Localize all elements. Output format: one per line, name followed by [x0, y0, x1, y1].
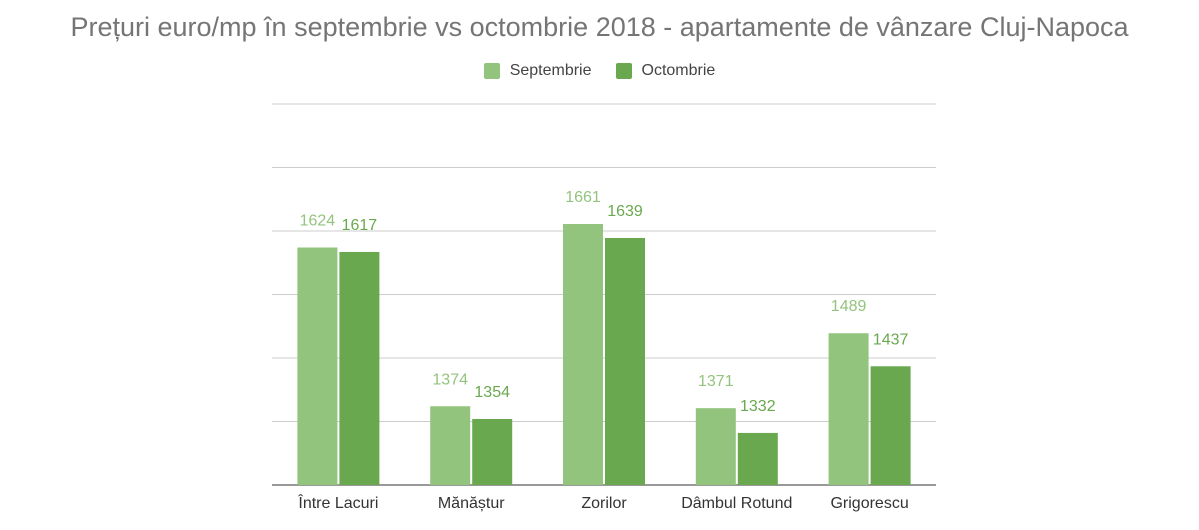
bar-septembrie-2 [563, 224, 603, 485]
bar-octombrie-1 [472, 418, 513, 485]
bar-octombrie-3 [737, 432, 778, 485]
chart-legend: Septembrie Octombrie [0, 62, 1199, 80]
chart-title: Prețuri euro/mp în septembrie vs octombr… [70, 12, 1129, 42]
legend-swatch-septembrie [483, 63, 500, 79]
data-label: 1371 [698, 373, 734, 390]
legend-label-septembrie: Septembrie [509, 62, 592, 79]
data-label: 1661 [565, 189, 601, 206]
bar-octombrie-4 [870, 366, 911, 485]
legend-item-octombrie[interactable]: Octombrie [615, 62, 716, 80]
legend-swatch-octombrie [615, 63, 632, 79]
bar-septembrie-0 [297, 247, 338, 485]
x-tick-label: Mănăștur [438, 495, 505, 512]
data-label: 1617 [342, 217, 378, 234]
x-tick-label: Între Lacuri [297, 493, 378, 512]
data-label: 1332 [740, 398, 776, 415]
bar-septembrie-1 [430, 406, 471, 485]
data-label: 1639 [607, 203, 643, 220]
bar-octombrie-0 [339, 251, 380, 485]
bar-septembrie-4 [828, 333, 869, 485]
bar-octombrie-2 [605, 237, 645, 485]
x-tick-label: Dâmbul Rotund [681, 495, 792, 512]
x-tick-label: Zorilor [581, 495, 627, 512]
data-label: 1624 [300, 213, 336, 230]
x-tick-label: Grigorescu [830, 495, 908, 512]
data-label: 1354 [474, 384, 510, 401]
legend-item-septembrie[interactable]: Septembrie [483, 62, 592, 80]
data-label: 1374 [432, 371, 468, 388]
data-label: 1489 [831, 298, 867, 315]
legend-label-octombrie: Octombrie [641, 62, 716, 79]
data-label: 1437 [873, 331, 909, 348]
bar-septembrie-3 [695, 408, 736, 485]
